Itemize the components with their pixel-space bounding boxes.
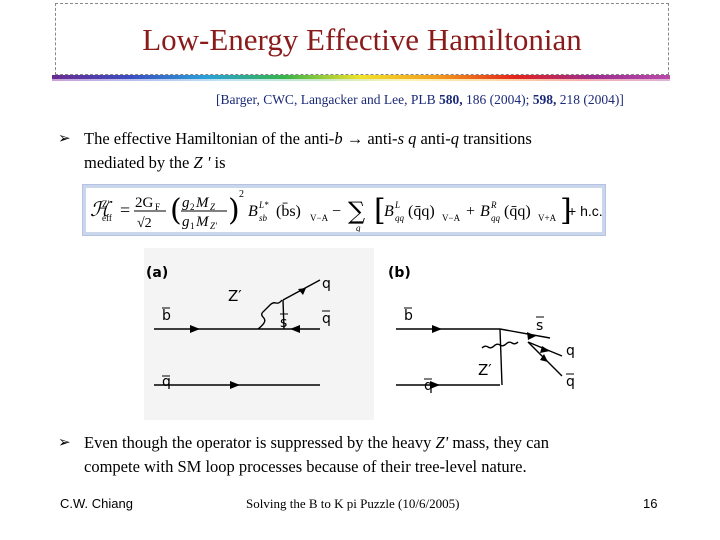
rainbow-divider-shadow: [52, 79, 670, 81]
svg-text:q: q: [356, 223, 361, 232]
svg-text:g: g: [182, 214, 190, 230]
svg-text:(q̄q): (q̄q): [408, 203, 435, 220]
ref-mid2: 218 (2004)]: [556, 92, 624, 107]
diagram-b: (b) b s Z′ q q q: [388, 265, 575, 394]
diagram-b-q-bottom-label: q: [424, 378, 433, 394]
diagram-a-q-top-label: q: [322, 276, 331, 292]
svg-text:[: [: [374, 193, 386, 228]
footer-author: C.W. Chiang: [60, 496, 133, 511]
bullet-arrow-icon: ➢: [58, 131, 71, 147]
ref-mid1: 186 (2004);: [462, 92, 533, 107]
svg-text:Z′: Z′: [210, 221, 218, 231]
ref-prefix: [Barger, CWC, Langacker and Lee, PLB: [216, 92, 440, 107]
diagram-a: (a) Z′ b s q q q: [144, 248, 374, 420]
diagram-a-zprime-wave: [257, 299, 283, 330]
feynman-diagrams: (a) Z′ b s q q q (b): [144, 248, 575, 420]
svg-text:2: 2: [190, 202, 195, 212]
svg-text:g: g: [182, 195, 190, 211]
diagram-a-q-bottom-label: q: [162, 374, 171, 390]
diagram-b-zprime-label: Z′: [478, 361, 492, 379]
rainbow-divider: [52, 75, 670, 79]
diagram-b-q-right-label: q: [566, 374, 575, 390]
bullet-arrow-icon: ➢: [58, 435, 71, 451]
svg-text:Z′: Z′: [102, 199, 109, 209]
diagram-a-background: [144, 248, 374, 420]
slide-title: Low-Energy Effective Hamiltonian: [142, 22, 582, 57]
diagram-b-q-top-label: q: [566, 343, 575, 359]
diagram-a-q-right-label: q: [322, 311, 331, 327]
svg-text:(b̄s): (b̄s): [276, 202, 301, 220]
diagram-a-s-label: s: [280, 315, 287, 331]
svg-text:∑: ∑: [348, 197, 365, 225]
svg-text:√2: √2: [137, 216, 152, 231]
svg-text:L: L: [394, 200, 400, 210]
diagram-a-label: (a): [146, 265, 168, 281]
reference-citation: [Barger, CWC, Langacker and Lee, PLB 580…: [216, 92, 624, 108]
svg-text:−: −: [332, 203, 341, 220]
diagram-b-s-label: s: [536, 318, 543, 334]
svg-text:Z: Z: [210, 202, 216, 212]
svg-text:eff: eff: [102, 213, 112, 223]
svg-text:M: M: [195, 195, 210, 211]
diagram-a-b-label: b: [162, 308, 171, 324]
svg-text:qq: qq: [395, 213, 405, 223]
svg-text:ℋ: ℋ: [90, 199, 113, 221]
svg-text:F: F: [155, 202, 160, 212]
equation-box: ℋ Z′ eff = 2G F √2 ( g 2 M Z g 1 M Z′ ) …: [82, 184, 606, 236]
svg-text:qq: qq: [491, 213, 501, 223]
svg-text:(: (: [170, 193, 182, 228]
svg-text:sb: sb: [259, 213, 268, 223]
ref-vol2: 598,: [532, 92, 557, 107]
svg-text:B: B: [248, 203, 258, 220]
footer-page-number: 16: [643, 496, 658, 511]
svg-text:(q̄q): (q̄q): [504, 203, 531, 220]
svg-text:R: R: [490, 200, 497, 210]
svg-text:V+A: V+A: [538, 213, 557, 223]
svg-text:L*: L*: [258, 200, 269, 210]
diagram-b-b-label: b: [404, 308, 413, 324]
svg-text:): ): [228, 193, 240, 228]
diagram-a-zprime-label: Z′: [228, 287, 242, 305]
svg-text:M: M: [195, 214, 210, 230]
bullet2-line2: compete with SM loop processes because o…: [84, 457, 527, 476]
title-box: Low-Energy Effective Hamiltonian: [55, 3, 669, 75]
diagram-b-zprime-wave: [481, 341, 519, 349]
svg-text:B: B: [384, 203, 394, 220]
svg-text:B: B: [480, 203, 490, 220]
footer-talk-title: Solving the B to K pi Puzzle (10/6/2005): [246, 496, 460, 511]
svg-text:1: 1: [190, 221, 195, 231]
svg-text:+ h.c.: + h.c.: [568, 203, 602, 219]
diagram-b-label: (b): [388, 265, 411, 281]
svg-text:V−A: V−A: [442, 213, 461, 223]
svg-text:V−A: V−A: [310, 213, 329, 223]
hamiltonian-equation: ℋ Z′ eff = 2G F √2 ( g 2 M Z g 1 M Z′ ) …: [90, 189, 603, 233]
bullet1-line2: mediated by the Z ' is: [84, 153, 226, 172]
svg-text:2: 2: [239, 189, 244, 200]
svg-text:+: +: [466, 203, 475, 220]
svg-text:2G: 2G: [135, 195, 154, 211]
bullet1-line1: The effective Hamiltonian of the anti-b …: [84, 129, 532, 148]
bullet2-line1: Even though the operator is suppressed b…: [84, 433, 549, 452]
svg-text:]: ]: [560, 193, 572, 228]
svg-text:=: =: [120, 200, 130, 220]
ref-vol1: 580,: [439, 92, 463, 107]
